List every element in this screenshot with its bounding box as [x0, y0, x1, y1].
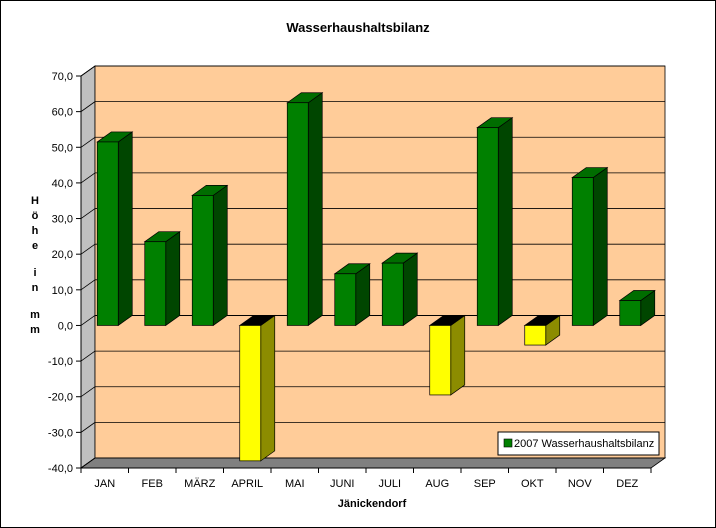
- bar: [96, 141, 119, 326]
- y-axis-title-char: h: [32, 225, 39, 237]
- bar: [619, 300, 642, 326]
- gridline-side: [80, 350, 96, 362]
- gridline-side: [80, 315, 96, 326]
- bar: [429, 325, 452, 396]
- plot-area: -40,0 -30,0 -20,0 -10,0 0,0 10,0 20,0 30,0 40,0 5…: [48, 65, 667, 490]
- x-tick-label: NOV: [568, 478, 593, 490]
- x-tick-label: OKT: [521, 478, 544, 490]
- y-tick-label: 0,0: [58, 320, 73, 332]
- gridline-side: [80, 101, 96, 112]
- bar-side: [402, 252, 418, 327]
- x-tick-label: FEB: [142, 478, 163, 490]
- x-axis-title: Jänickendorf: [338, 498, 407, 510]
- y-tick-label: 10,0: [52, 285, 73, 297]
- y-axis-title-char: m: [30, 309, 40, 321]
- y-axis-title-char: n: [32, 282, 39, 294]
- bar-side: [497, 116, 513, 327]
- bar: [239, 325, 262, 462]
- x-tick-label: APRIL: [231, 478, 263, 490]
- bar: [381, 262, 404, 326]
- gridline-side: [80, 386, 96, 398]
- y-axis-title-char: H: [31, 195, 39, 207]
- y-axis-title-char: i: [33, 267, 36, 279]
- x-tick-label: JUNI: [330, 478, 354, 490]
- bar: [334, 273, 357, 326]
- gridline-side: [80, 243, 96, 255]
- bar: [144, 241, 167, 326]
- back-wall: [94, 65, 666, 459]
- bar-side: [212, 184, 228, 327]
- gridline-side: [80, 172, 96, 184]
- bar-side: [307, 92, 323, 327]
- y-tick-label: 70,0: [52, 71, 73, 83]
- y-tick-label: 60,0: [52, 107, 73, 119]
- y-axis-title-char: e: [32, 240, 38, 252]
- legend-swatch: [503, 438, 513, 448]
- legend-box: [497, 431, 660, 456]
- y-tick-label: -40,0: [48, 463, 73, 475]
- gridline-side: [80, 279, 96, 291]
- bar: [191, 195, 214, 326]
- gridline-side: [80, 65, 96, 77]
- bar: [476, 127, 499, 326]
- bar: [524, 325, 547, 346]
- bar-side: [165, 231, 181, 327]
- y-tick-label: 20,0: [52, 249, 73, 261]
- y-tick-label: 50,0: [52, 142, 73, 154]
- x-tick-label: JAN: [94, 478, 115, 490]
- floor: [79, 457, 667, 469]
- gridline-side: [80, 136, 96, 148]
- chart-title: Wasserhaushaltsbilanz: [286, 20, 430, 35]
- y-tick-label: -30,0: [48, 427, 73, 439]
- x-tick-label: JULI: [378, 478, 401, 490]
- bar-side: [592, 166, 608, 327]
- side-wall: [80, 65, 96, 469]
- bar: [571, 177, 594, 326]
- y-tick-label: -10,0: [48, 356, 73, 368]
- gridline-side: [80, 208, 96, 219]
- y-axis-title-char: m: [30, 324, 40, 336]
- x-tick-label: MAI: [285, 478, 305, 490]
- legend: 2007 Wasserhaushaltsbilanz: [497, 431, 660, 456]
- bar-side: [450, 314, 466, 396]
- x-tick-label: SEP: [474, 478, 496, 490]
- legend-label: 2007 Wasserhaushaltsbilanz: [514, 438, 654, 450]
- gridline-side: [80, 457, 96, 469]
- y-tick-label: 40,0: [52, 178, 73, 190]
- y-tick-label: 30,0: [52, 214, 73, 226]
- bar-side: [260, 314, 276, 462]
- y-axis-title-char: ö: [32, 210, 39, 222]
- gridline-side: [80, 422, 96, 433]
- bar-side: [117, 131, 133, 327]
- bar: [286, 102, 309, 326]
- y-tick-label: -20,0: [48, 392, 73, 404]
- bar-side: [355, 263, 371, 327]
- x-tick-label: MÄRZ: [184, 478, 215, 490]
- x-tick-label: AUG: [425, 478, 449, 490]
- x-tick-label: DEZ: [616, 478, 638, 490]
